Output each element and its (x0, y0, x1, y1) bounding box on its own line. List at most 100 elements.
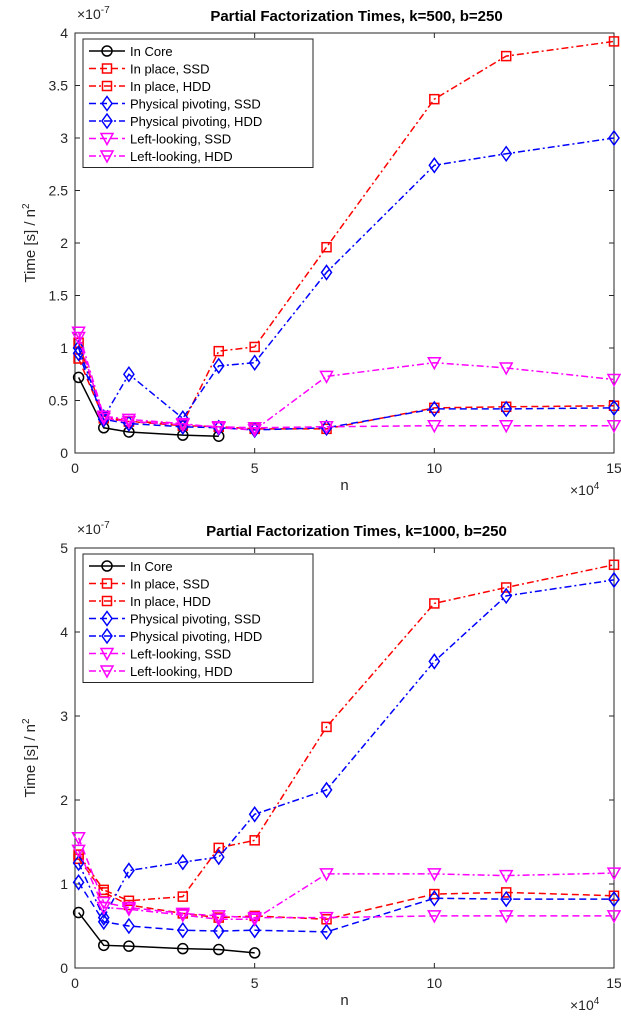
data-point (72, 906, 85, 919)
legend-item: Left-looking, HDD (89, 149, 233, 164)
data-point (122, 862, 135, 879)
data-point (175, 907, 191, 921)
series-line (77, 358, 615, 430)
y-tick-label: 0 (60, 960, 68, 976)
legend-label: In Core (130, 44, 173, 59)
y-exponent-label: ×10-7 (77, 520, 110, 537)
data-point (96, 901, 112, 916)
data-point (123, 940, 135, 952)
legend-marker (101, 595, 113, 607)
y-axis-label: Time [s] / n2 (21, 718, 39, 798)
data-point (72, 874, 85, 891)
legend-marker (101, 45, 113, 57)
data-point (123, 895, 135, 907)
legend-marker (101, 560, 113, 572)
data-point (319, 911, 334, 926)
series-line (77, 137, 615, 420)
data-point (212, 357, 225, 375)
data-point (212, 848, 225, 866)
x-tick-label: 5 (251, 460, 259, 476)
data-point (498, 869, 514, 884)
legend-label: In place, SSD (130, 577, 210, 592)
data-point (176, 853, 189, 871)
data-point (606, 910, 621, 924)
data-point (96, 410, 112, 424)
data-point (429, 93, 440, 105)
data-point (121, 903, 137, 917)
x-tick-label: 0 (71, 975, 79, 991)
data-point (248, 921, 261, 939)
legend-label: Physical pivoting, HDD (130, 114, 262, 129)
data-point (500, 145, 513, 163)
data-point (121, 413, 137, 427)
legend-label: In place, SSD (130, 62, 210, 77)
data-point (211, 913, 226, 927)
y-tick-label: 1.5 (49, 288, 69, 304)
legend-marker (101, 578, 113, 589)
y-tick-label: 4 (60, 624, 68, 640)
legend-item: Left-looking, SSD (89, 647, 231, 662)
data-point (175, 417, 191, 432)
data-point (121, 415, 137, 430)
data-point (72, 854, 85, 872)
data-point (500, 50, 512, 62)
data-point (121, 901, 137, 916)
data-point (427, 910, 442, 924)
data-point (213, 842, 224, 854)
data-point (428, 400, 441, 418)
data-point (427, 868, 442, 882)
chart-panel-1: 0 5 10 15 0 0.5 1 1.5 2 2.5 3 3.5 4 ×10-7 ×104 Partial … (21, 5, 621, 498)
y-tick-label: 5 (60, 540, 68, 556)
legend-box (82, 553, 314, 683)
legend-marker (99, 132, 115, 147)
series-line (77, 332, 615, 431)
data-point (247, 424, 262, 438)
data-point (608, 571, 620, 589)
series-line (77, 837, 614, 919)
data-point (73, 849, 84, 860)
y-tick-label: 4 (60, 25, 68, 41)
data-point (606, 373, 621, 388)
data-point (427, 419, 442, 434)
data-point (428, 889, 441, 907)
legend-item: In Core (89, 44, 173, 59)
legend-marker (101, 95, 113, 112)
data-point (428, 157, 441, 174)
legend-marker (101, 627, 113, 645)
data-point (429, 888, 440, 900)
data-point (320, 923, 333, 941)
legend-marker (101, 63, 113, 74)
data-point (213, 345, 224, 357)
legend-item: In place, HDD (89, 594, 211, 609)
legend-item: In place, HDD (89, 79, 211, 94)
data-point (248, 947, 261, 959)
y-axis-label: Time [s] / n2 (21, 203, 39, 283)
legend-marker (99, 647, 115, 662)
data-point (97, 909, 110, 926)
data-point (428, 653, 441, 670)
series-physical-pivoting-hdd (72, 571, 620, 926)
y-tick-label: 0.5 (49, 393, 69, 409)
data-point (211, 422, 226, 436)
legend-marker (101, 610, 113, 627)
legend-item: In place, SSD (89, 62, 210, 77)
series-line (77, 337, 614, 429)
data-point (177, 891, 189, 902)
series-line (77, 912, 255, 954)
chart-panel-2: 0 5 10 15 0 1 2 3 4 5 ×10-7 ×104 Partial Factorizati… (21, 520, 621, 1013)
legend-label: Left-looking, HDD (130, 664, 233, 679)
series-line (77, 564, 615, 902)
series-line (77, 881, 614, 933)
legend-label: Left-looking, HDD (130, 149, 233, 164)
legend-box (82, 38, 314, 168)
data-point (319, 370, 334, 384)
legend-item: Physical pivoting, SSD (89, 95, 261, 112)
x-tick-label: 15 (606, 460, 621, 476)
x-tick-label: 10 (427, 975, 443, 991)
series-line (77, 40, 615, 425)
legend-item: Physical pivoting, SSD (89, 610, 261, 627)
x-axis-label: n (340, 477, 348, 494)
series-left-looking-hdd (71, 844, 621, 927)
legend: In Core In place, SSD In place, HDD Physica… (82, 38, 314, 168)
